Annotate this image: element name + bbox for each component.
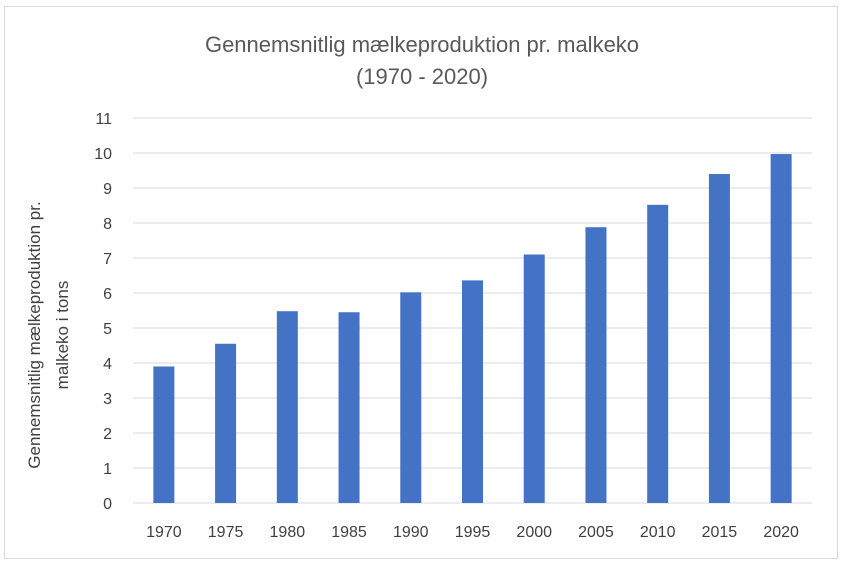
y-tick-label: 9 — [103, 181, 112, 198]
y-axis-title: Gennemsnitlig mælkeproduktion pr. malkek… — [25, 201, 72, 468]
bar-2015 — [708, 174, 730, 503]
bar-2000 — [523, 254, 545, 503]
x-tick-label: 1975 — [208, 524, 244, 541]
y-axis-title-line2: malkeko i tons — [53, 281, 72, 390]
y-tick-label: 2 — [103, 426, 112, 443]
x-tick-label: 1990 — [393, 524, 429, 541]
y-tick-label: 3 — [103, 391, 112, 408]
x-tick-label: 1970 — [146, 524, 182, 541]
x-tick-label: 1985 — [331, 524, 367, 541]
y-tick-label: 8 — [103, 216, 112, 233]
bars — [153, 154, 792, 504]
y-tick-labels: 0 1 2 3 4 5 6 7 8 9 10 11 — [94, 111, 112, 513]
x-tick-label: 2000 — [516, 524, 552, 541]
x-tick-label: 2005 — [578, 524, 614, 541]
bar-1990 — [400, 292, 422, 503]
bar-1975 — [215, 343, 237, 503]
x-tick-label: 2015 — [702, 524, 738, 541]
x-tick-label: 2020 — [763, 524, 799, 541]
bar-1980 — [276, 311, 298, 503]
bar-1970 — [153, 366, 175, 503]
chart-title-line2: (1970 - 2020) — [356, 64, 488, 89]
y-tick-label: 5 — [103, 321, 112, 338]
y-tick-label: 0 — [103, 496, 112, 513]
y-tick-label: 7 — [103, 251, 112, 268]
y-tick-label: 1 — [103, 461, 112, 478]
x-tick-label: 1995 — [455, 524, 491, 541]
chart-title-line1: Gennemsnitlig mælkeproduktion pr. malkek… — [205, 32, 639, 57]
y-tick-label: 11 — [95, 111, 112, 128]
y-tick-label: 4 — [103, 356, 112, 373]
x-tick-labels: 1970 1975 1980 1985 1990 1995 2000 2005 2010 2015… — [146, 524, 799, 541]
bar-1995 — [462, 280, 483, 503]
x-tick-label: 1980 — [270, 524, 306, 541]
bar-2010 — [647, 204, 669, 504]
gridlines — [133, 117, 812, 504]
bar-2020 — [770, 154, 792, 504]
bar-2005 — [585, 227, 607, 503]
x-tick-label: 2010 — [640, 524, 676, 541]
y-tick-label: 6 — [103, 286, 112, 303]
y-tick-label: 10 — [94, 146, 112, 163]
bar-1985 — [338, 312, 360, 503]
y-axis-title-line1: Gennemsnitlig mælkeproduktion pr. — [25, 201, 44, 468]
